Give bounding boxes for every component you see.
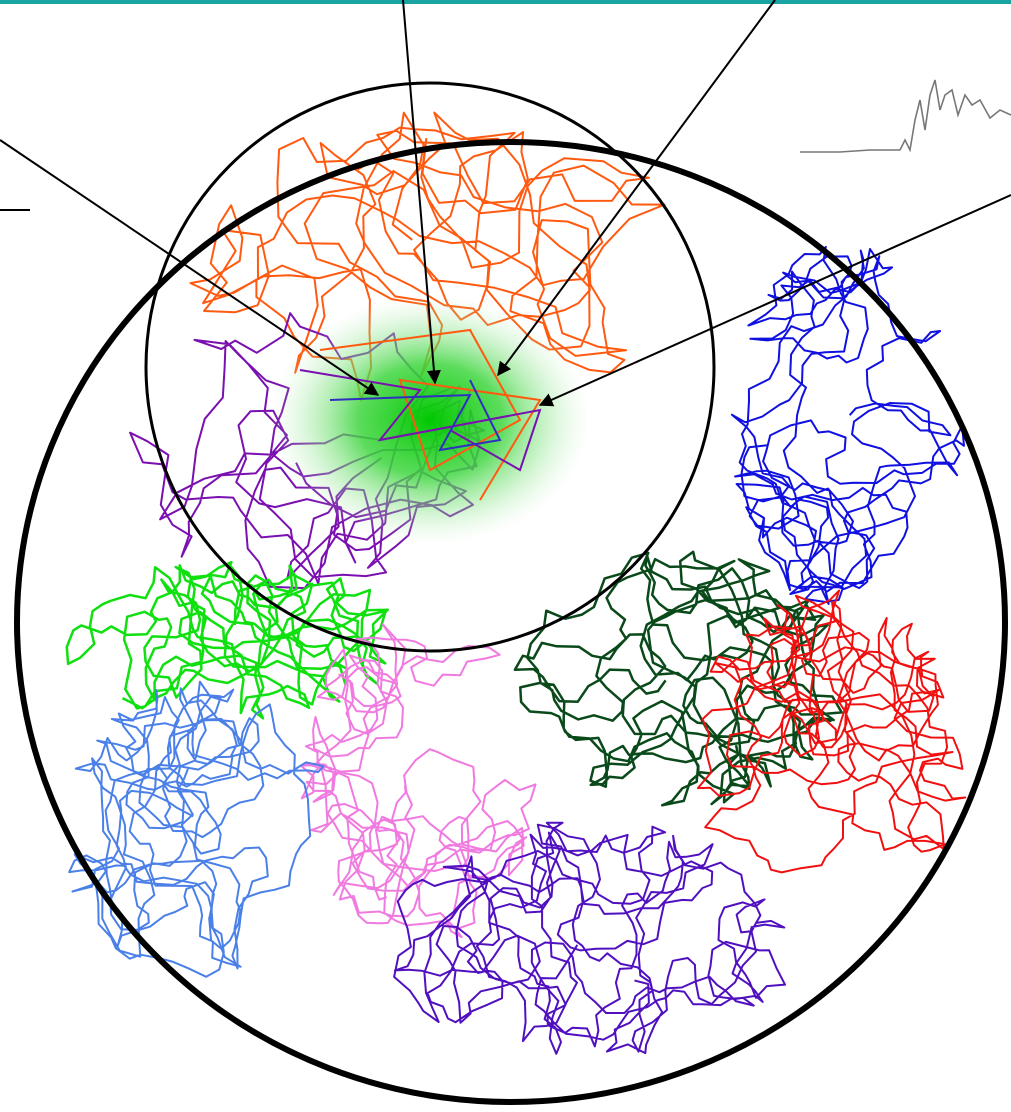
chromatin-fiber bbox=[696, 589, 967, 874]
chromatin-fiber bbox=[393, 821, 786, 1055]
pointer-arrow bbox=[497, 0, 776, 377]
pointer-arrow bbox=[0, 139, 380, 396]
chromatin-fiber bbox=[730, 245, 965, 605]
chromatin-fiber bbox=[329, 379, 502, 452]
top-bar bbox=[0, 0, 1011, 4]
pointer-arrow bbox=[538, 194, 1011, 407]
chromosome-territories bbox=[65, 111, 967, 1055]
nucleus-outline bbox=[14, 139, 1008, 1105]
chromatin-fiber bbox=[299, 369, 542, 472]
signal-trace bbox=[800, 79, 1011, 153]
chromatin-fiber bbox=[65, 560, 389, 720]
chromatin-fiber bbox=[68, 680, 325, 978]
chromatin-fiber bbox=[189, 111, 666, 402]
pointer-arrow bbox=[402, 0, 441, 385]
chromatin-fiber bbox=[513, 550, 843, 807]
focus-circle bbox=[144, 81, 716, 653]
